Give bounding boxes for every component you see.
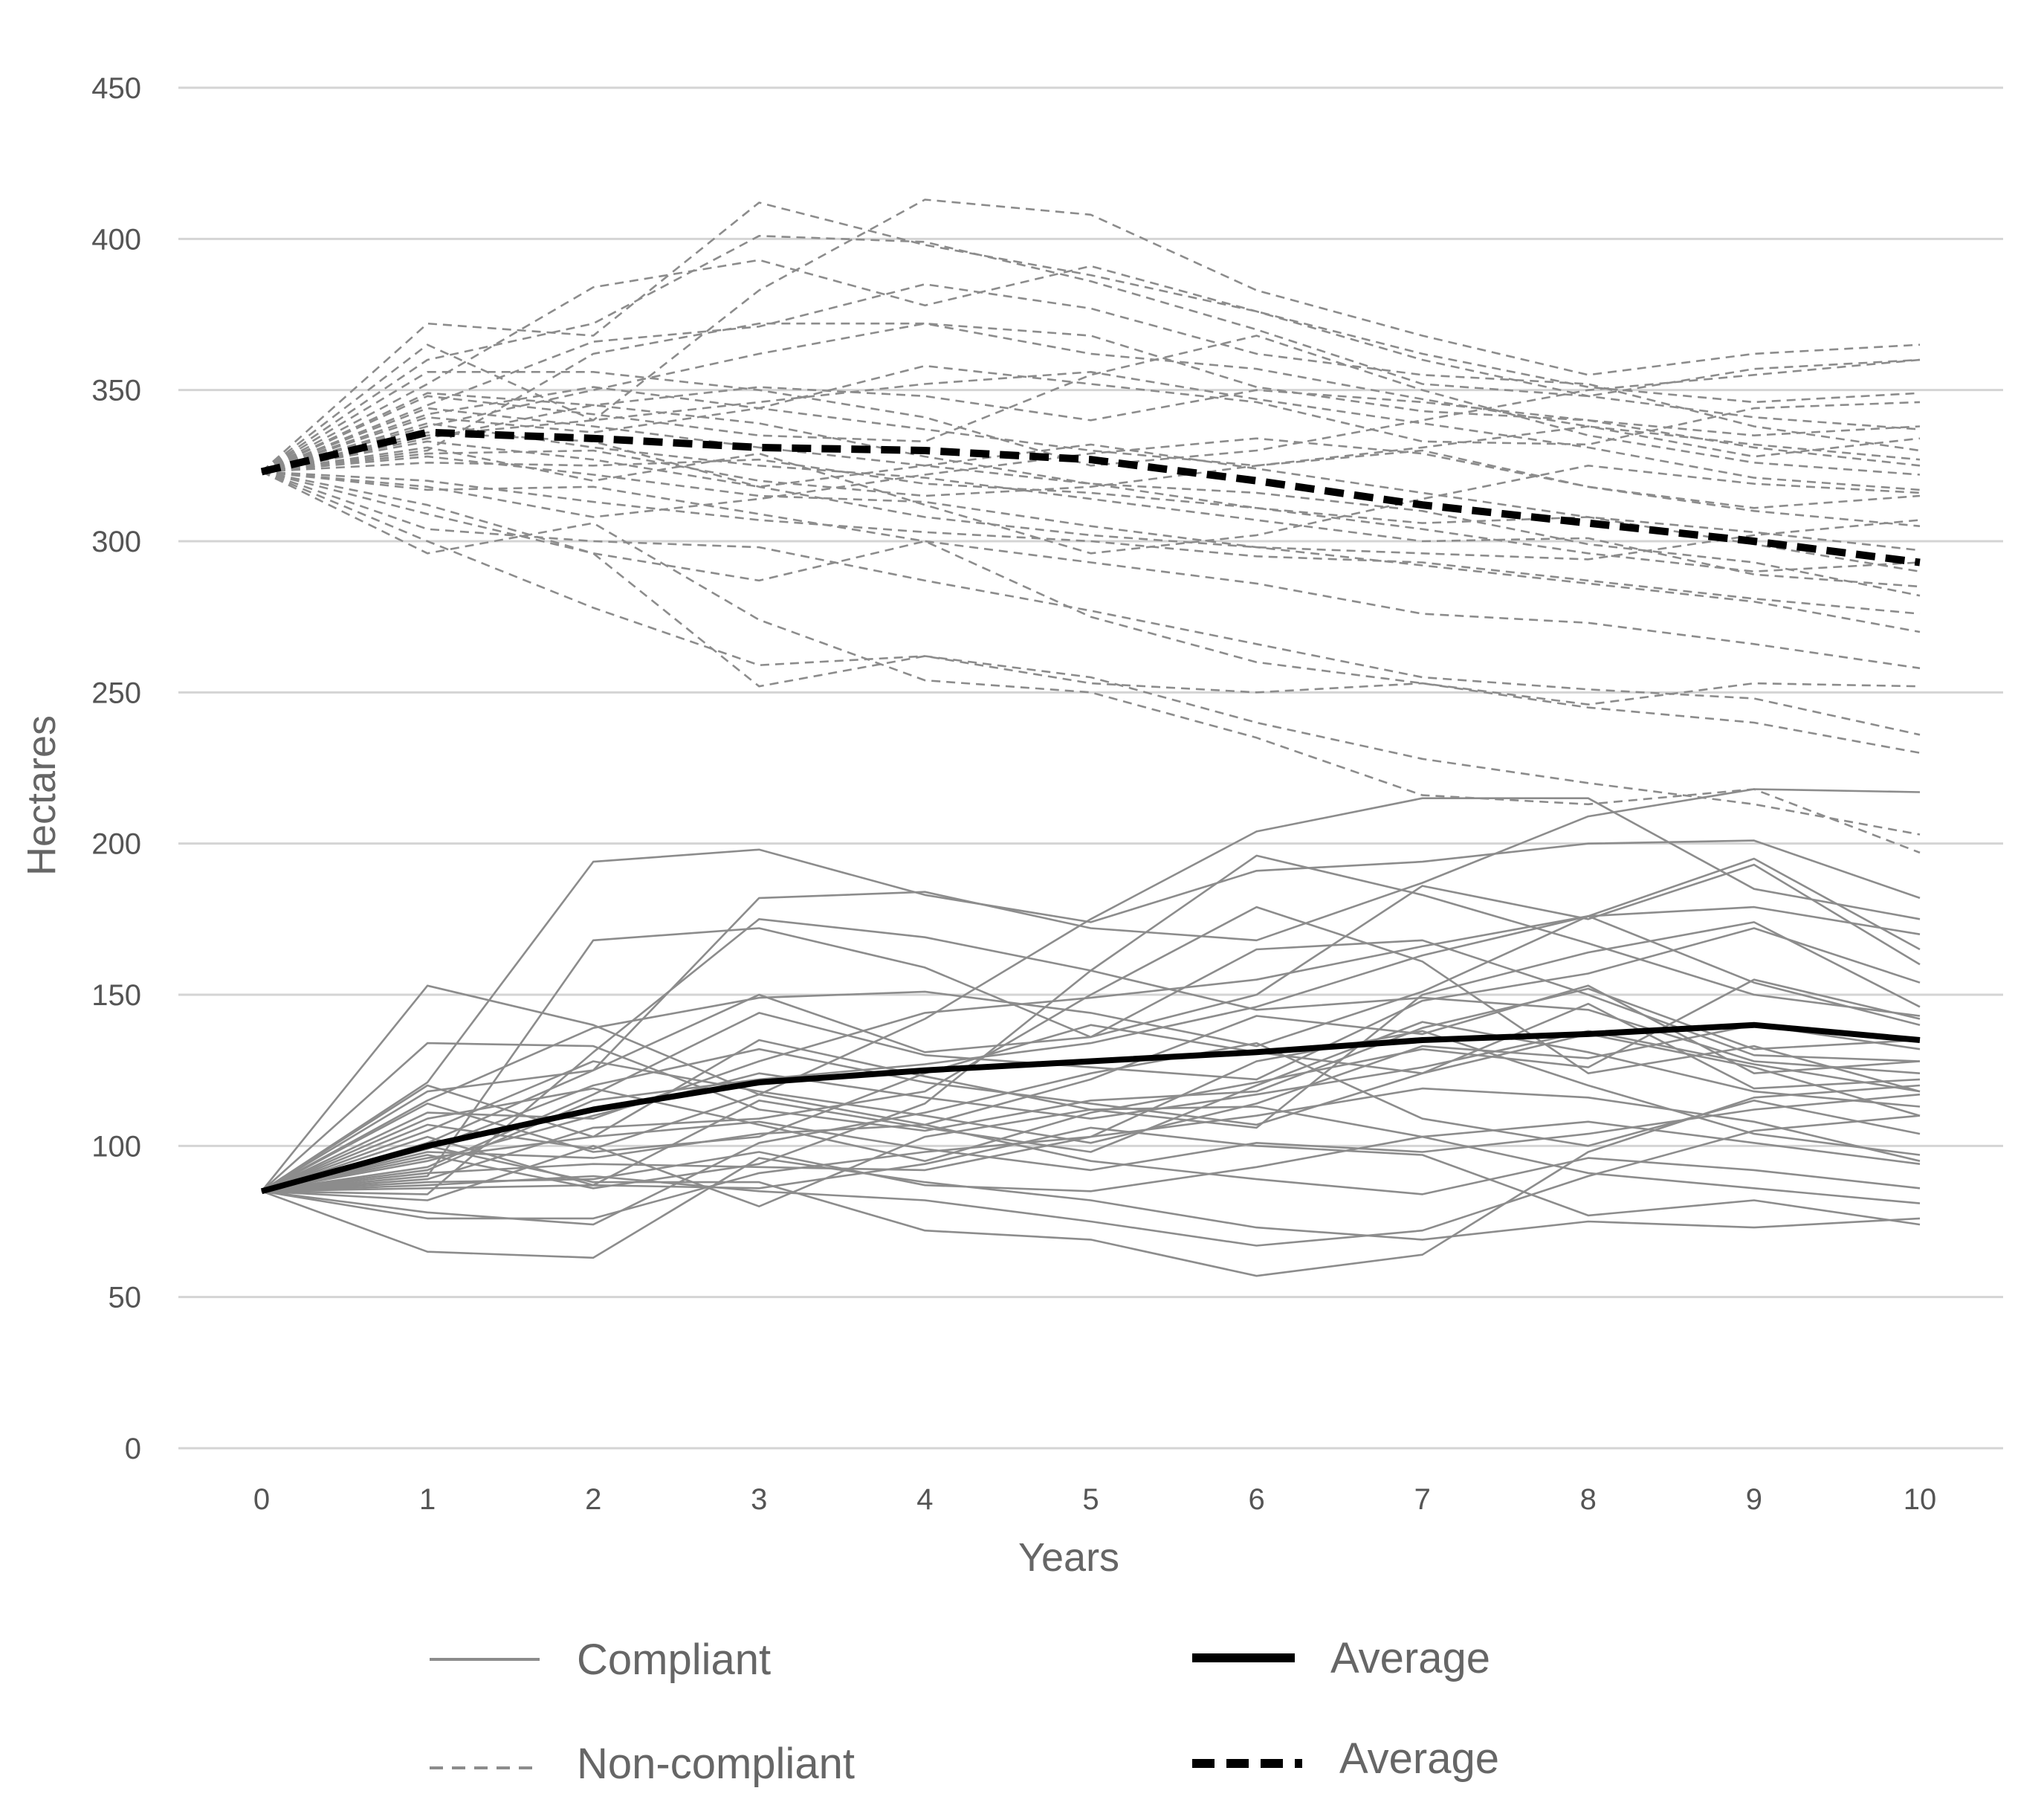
compliant-series-line (261, 906, 1921, 1192)
x-tick-label: 1 (419, 1483, 436, 1516)
non-compliant-series-line (261, 471, 1921, 754)
x-tick-label: 10 (1904, 1483, 1937, 1516)
non-compliant-series-line (261, 201, 1921, 473)
x-tick-label: 5 (1082, 1483, 1099, 1516)
x-tick-label: 2 (585, 1483, 601, 1516)
average-non-compliant-line (260, 428, 1921, 567)
non-compliant-series-line (261, 335, 1921, 476)
compliant-series-line (261, 915, 1921, 1192)
non-compliant-series-line (261, 471, 1921, 736)
non-compliant-series-line (261, 407, 1921, 597)
y-tick-label: 350 (91, 375, 141, 407)
non-compliant-series-line (261, 234, 1921, 473)
y-tick-label: 450 (91, 72, 141, 105)
y-tick-label: 400 (91, 223, 141, 256)
non-compliant-series-line (261, 458, 1921, 552)
compliant-series-line (261, 987, 1921, 1192)
compliant-series-line (261, 1084, 1921, 1277)
compliant-series-line (261, 1024, 1921, 1192)
legend-item-compliant: Compliant (430, 1636, 771, 1684)
average-series-group (260, 428, 1921, 1195)
legend-label-non-compliant: Non-compliant (577, 1740, 855, 1788)
non-compliant-series-line (261, 364, 1921, 473)
non-compliant-series-line (261, 471, 1921, 706)
x-tick-label: 9 (1746, 1483, 1762, 1516)
legend-item-non-compliant: Non-compliant (430, 1740, 855, 1788)
x-tick-label: 8 (1580, 1483, 1597, 1516)
y-axis-ticks: 0 50 100 150 200 250 300 350 400 450 (91, 72, 141, 1465)
non-compliant-series-line (261, 471, 1921, 670)
legend-item-average-compliant: Average (1192, 1634, 1490, 1682)
compliant-series-line (261, 797, 1921, 1192)
compliant-series-line (261, 1126, 1921, 1226)
y-tick-label: 150 (91, 979, 141, 1012)
y-tick-label: 50 (109, 1282, 142, 1314)
non-compliant-series-line (261, 370, 1921, 491)
compliant-series-line (261, 1105, 1921, 1207)
legend-label-average-compliant: Average (1330, 1634, 1490, 1682)
compliant-series-line (261, 1135, 1921, 1204)
compliant-series-line (261, 1024, 1921, 1192)
compliant-series-line (261, 839, 1921, 1192)
non-compliant-series-line (261, 322, 1921, 473)
x-tick-label: 6 (1248, 1483, 1264, 1516)
y-tick-label: 0 (125, 1433, 141, 1465)
compliant-series-line (261, 918, 1921, 1195)
x-tick-label: 3 (751, 1483, 767, 1516)
y-tick-label: 250 (91, 677, 141, 709)
non-compliant-series-group (261, 198, 1921, 854)
non-compliant-series-line (261, 198, 1921, 473)
legend-label-compliant: Compliant (577, 1636, 771, 1684)
non-compliant-series-line (261, 446, 1921, 555)
non-compliant-series-line (261, 440, 1921, 572)
grid-lines (178, 86, 2003, 1450)
legend: Compliant Average Non-compliant Average (430, 1634, 1499, 1788)
non-compliant-series-line (261, 259, 1921, 473)
compliant-series-line (261, 788, 1921, 1192)
compliant-series-line (261, 857, 1921, 1192)
x-tick-label: 7 (1414, 1483, 1431, 1516)
legend-item-average-non-compliant: Average (1192, 1734, 1499, 1783)
non-compliant-series-line (261, 449, 1921, 527)
compliant-series-line (261, 1157, 1921, 1259)
non-compliant-series-line (261, 386, 1921, 473)
y-tick-label: 200 (91, 828, 141, 861)
non-compliant-series-line (261, 386, 1921, 473)
compliant-series-line (261, 1021, 1921, 1192)
compliant-series-line (261, 1042, 1921, 1226)
compliant-series-line (261, 978, 1921, 1192)
non-compliant-series-line (261, 404, 1921, 573)
compliant-series-group (260, 788, 1921, 1277)
non-compliant-series-line (261, 471, 1921, 836)
y-axis-label: Hectares (19, 715, 64, 876)
x-axis-label: Years (1018, 1535, 1119, 1580)
compliant-series-line (261, 1030, 1921, 1220)
legend-label-average-non-compliant: Average (1339, 1734, 1499, 1783)
non-compliant-series-line (261, 471, 1921, 854)
compliant-series-line (261, 1114, 1921, 1247)
non-compliant-series-line (261, 358, 1921, 473)
y-tick-label: 300 (91, 526, 141, 558)
non-compliant-series-line (261, 431, 1921, 561)
compliant-series-line (261, 1093, 1921, 1192)
compliant-series-line (261, 1030, 1921, 1192)
non-compliant-series-line (261, 471, 1921, 615)
x-tick-label: 0 (253, 1483, 270, 1516)
average-compliant-line (260, 1021, 1921, 1195)
x-tick-label: 4 (916, 1483, 933, 1516)
compliant-series-line (261, 1123, 1921, 1195)
non-compliant-series-line (261, 437, 1921, 518)
y-tick-label: 100 (91, 1130, 141, 1163)
compliant-series-line (261, 939, 1921, 1192)
x-axis-ticks: 0 1 2 3 4 5 6 7 8 9 10 (253, 1483, 1936, 1516)
non-compliant-series-line (261, 455, 1921, 633)
